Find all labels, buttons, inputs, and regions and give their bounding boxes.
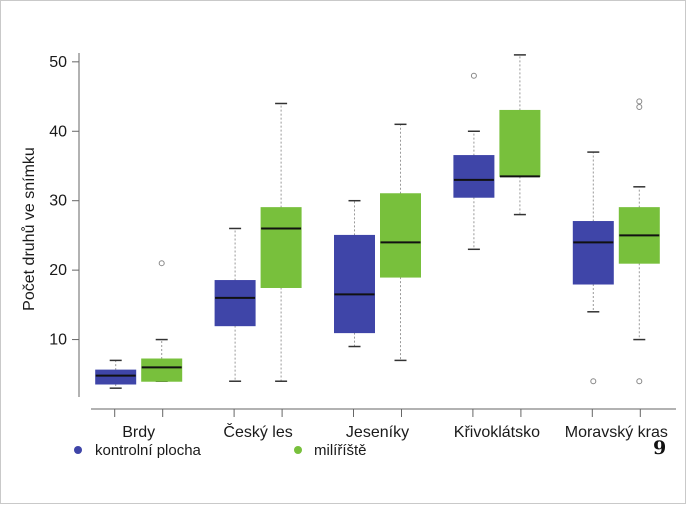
y-axis-title: Počet druhů ve snímku xyxy=(20,147,38,311)
legend-label-kontrolni-plocha: kontrolní plocha xyxy=(95,442,202,459)
legend-swatch-kontrolni-plocha xyxy=(74,446,82,454)
boxes xyxy=(95,54,660,389)
box-body xyxy=(572,221,614,285)
y-tick-label-30: 30 xyxy=(49,193,67,210)
outlier-point xyxy=(590,378,597,385)
box-miliriste-jeseniky xyxy=(380,123,421,362)
box-body xyxy=(453,155,495,198)
x-tick-label-krivoklatsko: Křivoklátsko xyxy=(454,424,540,441)
outlier-point xyxy=(158,260,165,267)
box-miliriste-krivoklatsko xyxy=(499,54,541,216)
axes: 10 20 30 40 50 Počet druhů ve snímku Brdy Český… xyxy=(20,53,676,441)
x-tick-label-moravsky-kras: Moravský kras xyxy=(565,424,668,441)
box-kontrolni-plocha-brdy xyxy=(95,359,137,389)
legend: kontrolní plocha milíříště xyxy=(74,442,367,459)
outlier-point xyxy=(636,378,643,385)
legend-swatch-miliriste xyxy=(294,446,302,454)
box-kontrolni-plocha-moravsky-kras xyxy=(572,151,614,385)
y-tick-label-40: 40 xyxy=(49,123,67,140)
box-body xyxy=(499,109,541,177)
box-kontrolni-plocha-cesky-les xyxy=(214,227,256,382)
legend-label-miliriste: milíříště xyxy=(314,442,367,459)
box-kontrolni-plocha-krivoklatsko xyxy=(453,72,495,251)
x-tick-label-jeseniky: Jeseníky xyxy=(346,424,409,441)
outlier-point xyxy=(470,72,477,79)
box-body xyxy=(141,358,183,382)
outlier-point xyxy=(636,103,643,110)
y-tick-label-20: 20 xyxy=(49,262,67,279)
box-body xyxy=(260,207,302,288)
page-number: 9 xyxy=(653,437,666,459)
box-kontrolni-plocha-jeseniky xyxy=(334,199,375,348)
box-miliriste-moravsky-kras xyxy=(618,98,660,385)
y-tick-label-50: 50 xyxy=(49,54,67,71)
x-tick-label-cesky-les: Český les xyxy=(223,422,292,441)
x-tick-label-brdy: Brdy xyxy=(122,424,155,441)
box-miliriste-cesky-les xyxy=(260,102,302,382)
box-body xyxy=(334,234,375,334)
box-body xyxy=(380,193,421,278)
y-tick-label-10: 10 xyxy=(49,332,67,349)
outlier-point xyxy=(636,98,643,105)
box-body xyxy=(214,280,256,327)
box-miliriste-brdy xyxy=(141,260,183,382)
box-body xyxy=(95,369,137,385)
